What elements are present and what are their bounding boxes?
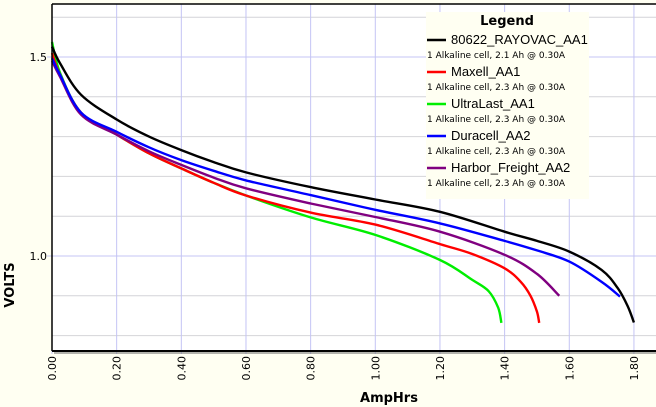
x-tick-label: 0.40 xyxy=(175,356,188,381)
legend-series-name: UltraLast_AA1 xyxy=(451,96,535,111)
x-tick-label: 0.20 xyxy=(111,356,124,381)
x-tick-labels: 0.00 0.20 0.40 0.60 0.80 1.00 1.20 1.40 1.60 1.80 xyxy=(46,356,641,381)
legend-item: UltraLast_AA1 1 Alkaline cell, 2.3 Ah @ 0… xyxy=(427,96,566,125)
x-tick-label: 1.20 xyxy=(434,356,447,381)
x-tick-label: 1.40 xyxy=(499,356,512,381)
y-tick-labels: 1.5 1.0 xyxy=(30,51,48,263)
legend: Legend 80622_RAYOVAC_AA1 1 Alkaline cell,… xyxy=(426,12,589,199)
series-lines xyxy=(50,41,636,324)
legend-item: Maxell_AA1 1 Alkaline cell, 2.3 Ah @ 0.30… xyxy=(427,64,566,93)
legend-series-description: 1 Alkaline cell, 2.3 Ah @ 0.30A xyxy=(427,179,566,189)
legend-series-name: Maxell_AA1 xyxy=(451,64,520,79)
x-tick-label: 1.00 xyxy=(369,356,382,381)
legend-series-name: Duracell_AA2 xyxy=(451,128,531,143)
series-line-harbor-freight-aa2 xyxy=(50,60,561,297)
x-tick-label: 0.60 xyxy=(240,356,253,381)
series-line-duracell-aa2 xyxy=(50,57,621,298)
legend-series-name: Harbor_Freight_AA2 xyxy=(451,160,570,175)
x-tick-label: 1.80 xyxy=(628,356,641,381)
legend-series-description: 1 Alkaline cell, 2.3 Ah @ 0.30A xyxy=(427,115,566,125)
x-tick-label: 0.80 xyxy=(305,356,318,381)
series-line-80622-rayovac-aa1 xyxy=(50,46,636,323)
x-tick-label: 0.00 xyxy=(46,356,59,381)
y-tick-label: 1.0 xyxy=(30,250,48,263)
legend-series-name: 80622_RAYOVAC_AA1 xyxy=(451,32,588,47)
y-axis-title: VOLTS xyxy=(3,262,18,307)
legend-item: 80622_RAYOVAC_AA1 1 Alkaline cell, 2.1 Ah… xyxy=(427,32,588,61)
legend-series-description: 1 Alkaline cell, 2.1 Ah @ 0.30A xyxy=(427,51,566,61)
x-tick-label: 1.60 xyxy=(563,356,576,381)
legend-item: Harbor_Freight_AA2 1 Alkaline cell, 2.3 A… xyxy=(427,160,570,189)
y-tick-label: 1.5 xyxy=(30,51,48,64)
legend-series-description: 1 Alkaline cell, 2.3 Ah @ 0.30A xyxy=(427,83,566,93)
x-axis-title: AmpHrs xyxy=(360,391,418,406)
legend-box xyxy=(426,12,589,199)
legend-item: Duracell_AA2 1 Alkaline cell, 2.3 Ah @ 0.… xyxy=(427,128,566,157)
legend-title: Legend xyxy=(480,14,534,29)
legend-series-description: 1 Alkaline cell, 2.3 Ah @ 0.30A xyxy=(427,147,566,157)
